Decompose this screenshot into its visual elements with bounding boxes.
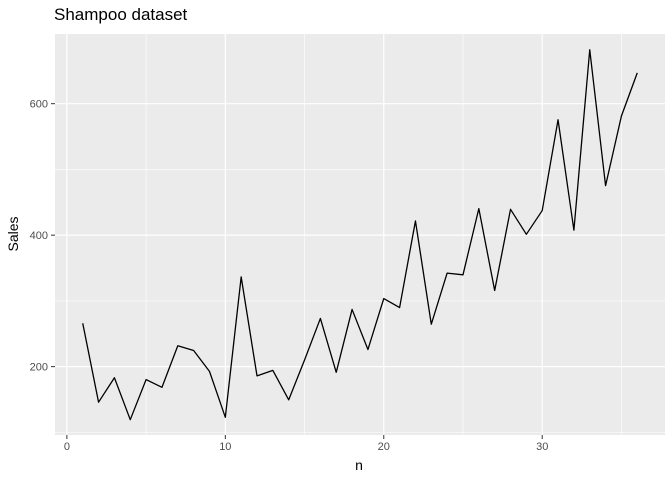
x-axis: 0 10 20 30: [64, 435, 548, 453]
series-line: [82, 49, 638, 421]
x-axis-title: n: [355, 457, 363, 473]
chart-title: Shampoo dataset: [54, 5, 188, 24]
x-tick-label: 30: [536, 441, 548, 453]
x-tick-label: 20: [378, 441, 390, 453]
y-tick-label: 400: [30, 230, 48, 242]
y-tick-label: 600: [30, 99, 48, 111]
y-axis-title: Sales: [5, 216, 21, 251]
major-grid: [55, 34, 665, 435]
x-tick-label: 10: [219, 441, 231, 453]
plot-panel: [55, 34, 665, 435]
x-tick-label: 0: [64, 441, 70, 453]
minor-grid: [55, 34, 665, 435]
y-axis: 200 400 600: [30, 99, 55, 374]
y-tick-label: 200: [30, 362, 48, 374]
